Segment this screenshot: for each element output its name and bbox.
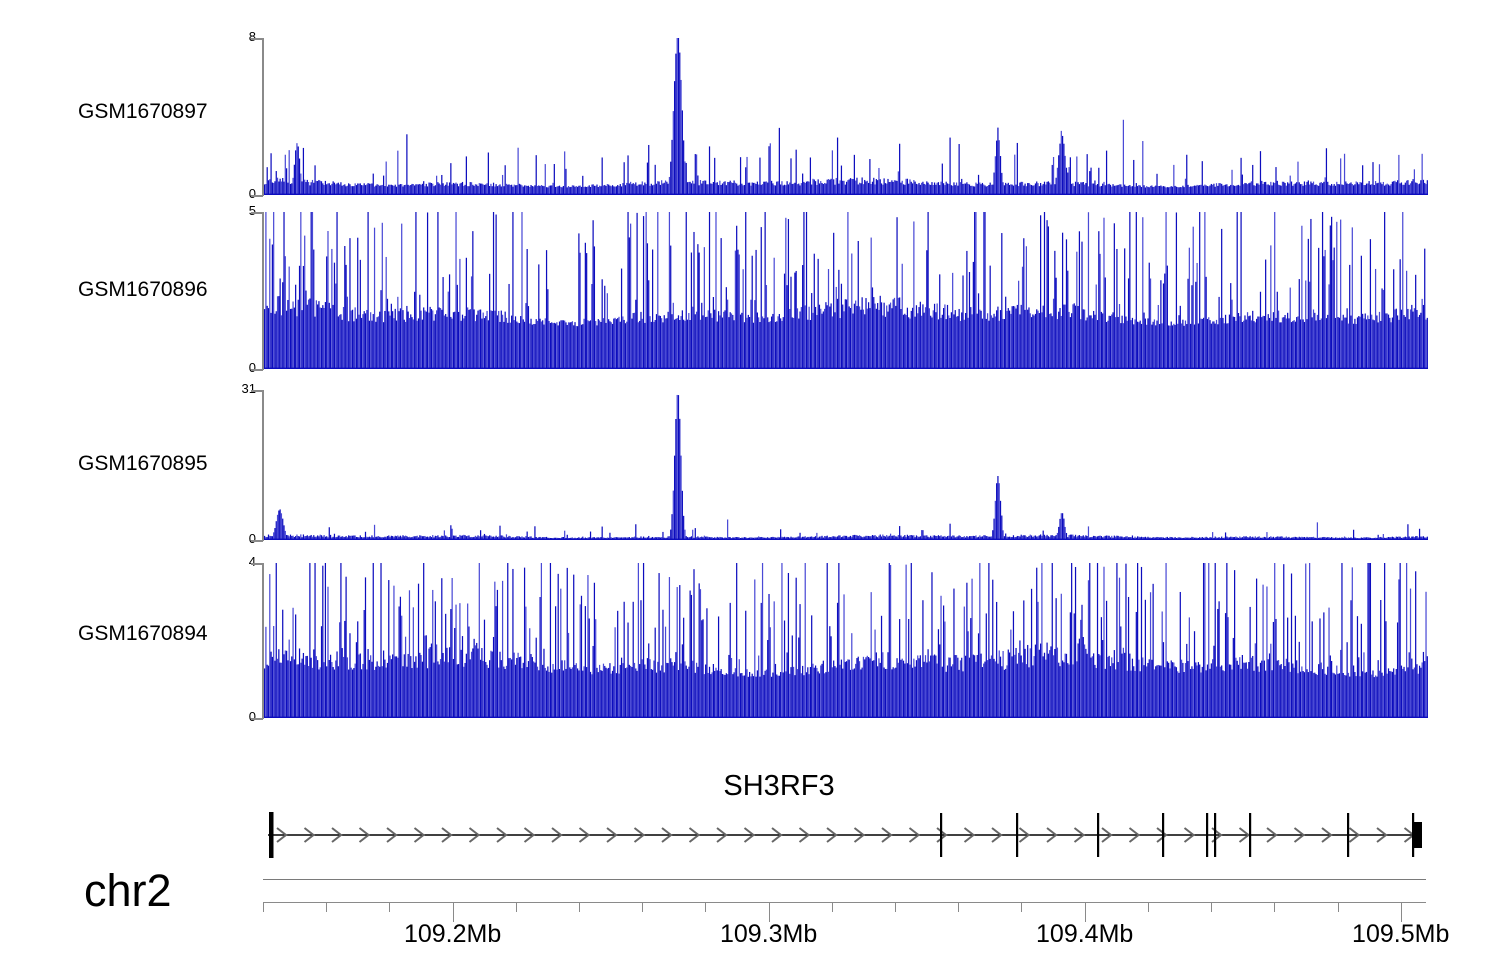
axis-min-label: 0 <box>248 531 256 546</box>
ruler-minor-tick <box>263 902 264 912</box>
ruler-minor-tick <box>832 902 833 912</box>
ruler-major-tick <box>1085 902 1086 922</box>
axis-max-label: 5 <box>248 203 256 218</box>
axis-spine <box>262 212 264 370</box>
axis-tick-max <box>251 38 263 40</box>
axis-min-label: 0 <box>248 360 256 375</box>
ruler-minor-tick <box>1021 902 1022 912</box>
axis-tick-min <box>251 369 263 371</box>
axis-max-label: 31 <box>241 381 256 396</box>
ruler-minor-tick <box>705 902 706 912</box>
ruler-minor-tick <box>1148 902 1149 912</box>
axis-spine <box>262 563 264 719</box>
gene-model-track[interactable] <box>0 805 1500 865</box>
ruler-coordinate-label: 109.4Mb <box>1036 920 1134 948</box>
ruler-coordinate-label: 109.2Mb <box>403 920 502 948</box>
coverage-signal-plot[interactable] <box>264 390 1428 541</box>
ruler-minor-tick <box>642 902 643 912</box>
ruler-minor-tick <box>516 902 517 912</box>
gene-model-canvas <box>0 805 1500 865</box>
ruler-baseline <box>263 902 1426 903</box>
ruler-minor-tick <box>1211 902 1212 912</box>
gene-name-label: SH3RF3 <box>723 770 835 802</box>
ruler-minor-tick <box>389 902 390 912</box>
ruler-minor-tick <box>958 902 959 912</box>
ruler-coordinate-label: 109.5Mb <box>1352 920 1450 948</box>
axis-tick-min <box>251 718 263 720</box>
axis-tick-max <box>251 390 263 392</box>
track-sample-label: GSM1670895 <box>78 452 208 475</box>
ruler-major-tick <box>1401 902 1402 922</box>
ruler-minor-tick <box>1338 902 1339 912</box>
axis-tick-min <box>251 540 263 542</box>
axis-tick-max <box>251 212 263 214</box>
coverage-signal-plot[interactable] <box>264 212 1428 370</box>
ruler-coordinate-label: 109.3Mb <box>719 920 818 948</box>
axis-spine <box>262 390 264 541</box>
track-sample-label: GSM1670897 <box>78 100 208 123</box>
axis-spine <box>262 38 264 196</box>
coverage-signal-plot[interactable] <box>264 38 1428 196</box>
ruler-minor-tick <box>1274 902 1275 912</box>
ruler-minor-tick <box>326 902 327 912</box>
axis-tick-max <box>251 563 263 565</box>
axis-max-label: 4 <box>248 554 256 569</box>
chromosome-label: chr2 <box>84 865 172 916</box>
track-sample-label: GSM1670894 <box>78 622 208 645</box>
ruler-minor-tick <box>895 902 896 912</box>
ruler-minor-tick <box>579 902 580 912</box>
coverage-signal-plot[interactable] <box>264 563 1428 719</box>
axis-tick-min <box>251 195 263 197</box>
gene-baseline-rule <box>263 879 1426 880</box>
axis-min-label: 0 <box>248 709 256 724</box>
axis-max-label: 8 <box>248 29 256 44</box>
ruler-major-tick <box>769 902 770 922</box>
track-sample-label: GSM1670896 <box>78 278 208 301</box>
axis-min-label: 0 <box>248 186 256 201</box>
ruler-major-tick <box>453 902 454 922</box>
